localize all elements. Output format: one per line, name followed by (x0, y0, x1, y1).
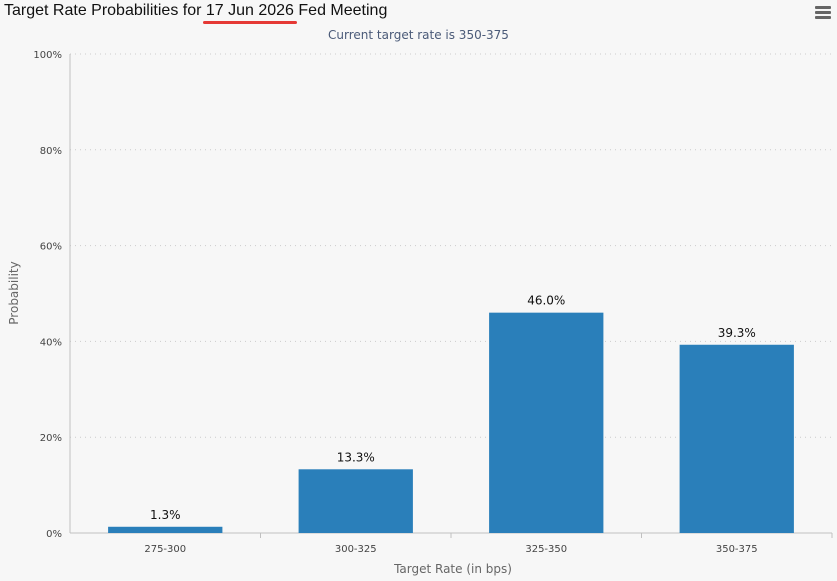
title-prefix: Target Rate Probabilities for (4, 2, 206, 19)
x-axis-title: Target Rate (in bps) (393, 562, 512, 576)
grid-lines (70, 53, 832, 438)
data-label: 46.0% (527, 294, 565, 308)
hamburger-menu-icon[interactable] (815, 6, 831, 20)
y-axis-title: Probability (7, 261, 21, 324)
y-tick-label: 40% (40, 337, 62, 348)
bar-275-300[interactable] (108, 526, 223, 533)
title-suffix: Fed Meeting (293, 2, 388, 19)
y-tick-label: 60% (40, 242, 62, 253)
x-tick-label: 325-350 (525, 544, 567, 555)
y-tick-label: 0% (46, 529, 62, 540)
y-tick-label: 20% (40, 433, 62, 444)
data-label: 13.3% (337, 450, 375, 464)
y-tick-label: 100% (33, 50, 62, 61)
y-tick-label: 80% (40, 146, 62, 157)
bars (108, 312, 794, 533)
title-date: 17 Jun 2026 (205, 2, 294, 19)
labels: 0% 20% 40% 60% 80% 100% 1.3% 275-300 13.3% 300-32… (33, 50, 757, 555)
data-label: 1.3% (150, 508, 181, 522)
chart-subtitle: Current target rate is 350-375 (328, 28, 509, 42)
chart-title: Target Rate Probabilities for 17 Jun 202… (4, 2, 387, 20)
x-tick-label: 350-375 (716, 544, 758, 555)
bar-350-375[interactable] (679, 344, 794, 533)
bar-325-350[interactable] (489, 312, 604, 533)
x-tick-label: 275-300 (144, 544, 186, 555)
data-label: 39.3% (718, 326, 756, 340)
bar-300-325[interactable] (298, 469, 413, 533)
x-tick-label: 300-325 (335, 544, 377, 555)
